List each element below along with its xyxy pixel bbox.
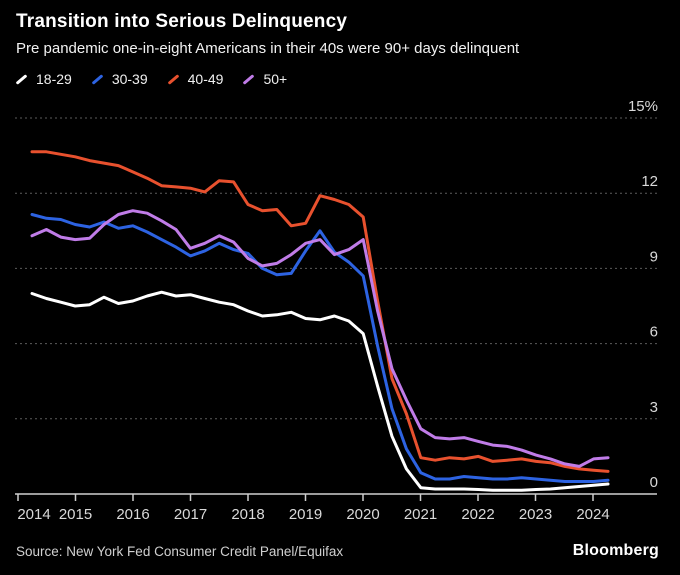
x-tick-label: 2022 (461, 506, 494, 523)
legend-label-40-49: 40-49 (187, 71, 224, 87)
x-tick-label: 2024 (576, 506, 609, 523)
x-tick-label: 2018 (231, 506, 264, 523)
legend-item-40-49: 40-49 (167, 71, 224, 87)
series-line-18-29 (30, 290, 610, 492)
x-tick-label: 2017 (174, 506, 207, 523)
chart-title: Transition into Serious Delinquency (16, 11, 348, 32)
legend-label-50plus: 50+ (263, 71, 288, 87)
x-tick-label: 2014 (17, 506, 50, 523)
y-tick-label: 12 (641, 173, 658, 190)
series-line-40-49 (30, 150, 610, 473)
y-tick-label: 15% (628, 98, 658, 115)
x-tick-label: 2021 (404, 506, 437, 523)
chart-subtitle: Pre pandemic one-in-eight Americans in t… (16, 40, 520, 57)
legend-label-30-39: 30-39 (111, 71, 148, 87)
x-tick-label: 2016 (116, 506, 149, 523)
legend-label-18-29: 18-29 (36, 71, 72, 87)
y-tick-label: 6 (650, 324, 658, 341)
x-tick-label: 2020 (346, 506, 379, 523)
source-note: Source: New York Fed Consumer Credit Pan… (16, 544, 344, 559)
y-tick-label: 9 (650, 248, 658, 265)
legend: 18-29 30-39 40-49 50+ (15, 71, 306, 87)
legend-item-50plus: 50+ (242, 71, 287, 87)
x-tick-label: 2019 (289, 506, 322, 523)
x-tick-label: 2023 (519, 506, 552, 523)
y-tick-label: 0 (650, 474, 658, 491)
bloomberg-logo: Bloomberg (572, 542, 659, 559)
x-tick-label: 2015 (59, 506, 92, 523)
series-line-50+ (30, 209, 610, 468)
legend-item-30-39: 30-39 (91, 71, 148, 87)
series-line-30-39 (30, 213, 610, 483)
legend-item-18-29: 18-29 (15, 71, 72, 87)
y-tick-label: 3 (650, 399, 658, 416)
